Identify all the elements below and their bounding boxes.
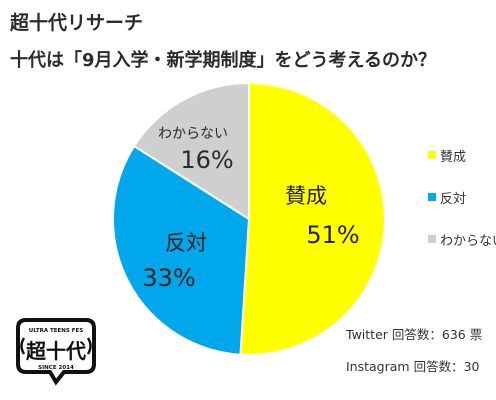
legend-label-unknown: わからない	[440, 233, 496, 249]
slice-label-no: 反対	[165, 231, 207, 255]
legend-item-unknown: わからない	[428, 230, 496, 249]
logo-main-text: 超十代	[25, 339, 86, 363]
logo-badge: ULTRA TEENS FES 超十代 SINCE 2014	[8, 316, 104, 390]
instagram-count: Instagram 回答数：30	[346, 359, 480, 374]
logo-graphic: ULTRA TEENS FES 超十代 SINCE 2014	[16, 318, 96, 386]
logo-top-text: ULTRA TEENS FES	[29, 328, 83, 334]
logo-left-paren	[20, 337, 26, 355]
legend-label-no: 反対	[440, 191, 467, 207]
slice-percent-no: 33%	[142, 264, 195, 292]
brand-title: 超十代リサーチ	[10, 12, 144, 34]
logo-bubble-shape	[16, 318, 96, 386]
legend-item-no: 反対	[428, 188, 496, 207]
chart-legend: 賛成 反対 わからない	[428, 146, 496, 272]
pie-slice-unknown	[132, 81, 250, 221]
legend-swatch-yes	[428, 151, 436, 159]
slice-label-yes: 賛成	[285, 184, 327, 208]
slice-label-unknown: わからない	[158, 126, 228, 142]
question-title: 十代は「9月入学・新学期制度」をどう考えるのか？	[10, 50, 436, 71]
legend-label-yes: 賛成	[440, 149, 467, 165]
response-counts: Twitter 回答数：636 票 Instagram 回答数：30	[346, 326, 496, 390]
pie-slice-yes	[239, 81, 386, 356]
logo-bottom-text: SINCE 2014	[38, 365, 74, 371]
slice-percent-yes: 51%	[306, 221, 359, 249]
slice-percent-unknown: 16%	[180, 146, 233, 174]
legend-swatch-no	[428, 193, 436, 201]
legend-swatch-unknown	[428, 235, 436, 243]
twitter-count: Twitter 回答数：636 票	[346, 327, 483, 342]
legend-item-yes: 賛成	[428, 146, 496, 165]
logo-right-paren	[86, 337, 92, 355]
